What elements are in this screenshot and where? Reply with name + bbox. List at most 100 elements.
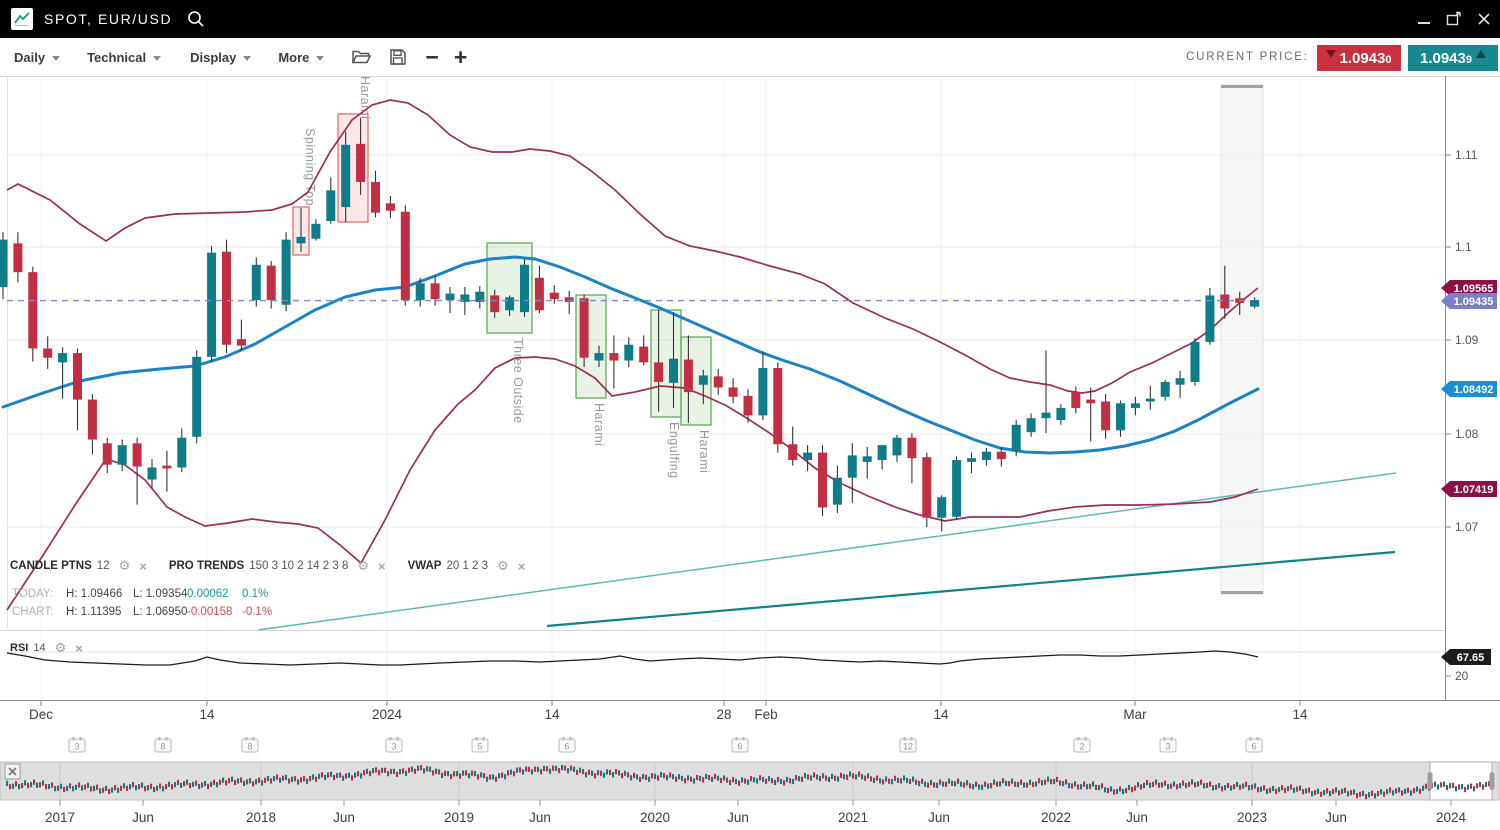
mini-candle [567, 768, 570, 774]
mini-candle [456, 771, 459, 777]
gear-icon[interactable]: ⚙ [357, 558, 370, 573]
title-bar: SPOT, EUR/USD [0, 0, 1500, 38]
main-chart-canvas[interactable]: Spinning Top Harami Three Outside Harami Eng… [0, 76, 1500, 830]
mini-candle [726, 777, 729, 783]
calendar-icon [241, 738, 259, 753]
mini-candle [114, 785, 117, 791]
future-expansion-box [1220, 84, 1264, 595]
mini-candle [1383, 791, 1386, 797]
mini-candle [1482, 784, 1485, 790]
calendar-badge[interactable]: 12 [899, 737, 917, 753]
candle-body [579, 298, 589, 358]
mini-candle [1239, 784, 1242, 790]
mini-candle [1236, 781, 1239, 788]
mini-candle [1080, 784, 1083, 790]
calendar-badge[interactable]: 6 [558, 737, 576, 753]
calendar-icon-ring [1084, 737, 1087, 741]
calendar-badge[interactable]: 5 [471, 737, 489, 753]
mini-candle [720, 777, 723, 784]
mini-candle [1197, 781, 1200, 787]
mini-candle [1038, 778, 1041, 784]
price-tag-current-text: 1.09435 [1454, 296, 1494, 308]
calendar-badge[interactable]: 6 [731, 737, 749, 753]
mini-candle [24, 780, 27, 786]
mini-candle [870, 776, 873, 782]
candle-body [87, 399, 97, 440]
mini-candle [768, 776, 771, 782]
zoom-in-button[interactable]: + [453, 44, 468, 70]
mini-candle [1374, 793, 1377, 799]
calendar-badge[interactable]: 2 [1073, 737, 1091, 753]
buy-price-button[interactable]: 1.0943 9 [1408, 45, 1498, 71]
mini-candle [1215, 784, 1218, 790]
close-icon[interactable]: × [139, 558, 147, 574]
mini-candle [696, 774, 699, 781]
calendar-badge[interactable]: 8 [241, 737, 259, 753]
mini-candle [81, 785, 84, 791]
popout-icon[interactable] [1446, 11, 1462, 27]
minimize-icon[interactable] [1416, 11, 1432, 27]
open-folder-icon[interactable] [351, 48, 372, 66]
rsi-legend: RSI 14 ⚙ × [10, 640, 83, 656]
navigator-close-button[interactable] [4, 763, 21, 780]
y-tick-label: 1.07 [1455, 520, 1479, 534]
mini-candle [555, 765, 558, 772]
mini-candle [453, 771, 456, 777]
mini-candle [414, 768, 417, 774]
calendar-badge-count: 5 [477, 742, 482, 752]
close-icon[interactable]: × [378, 558, 386, 574]
sell-price-button[interactable]: 1.0943 0 [1317, 45, 1401, 71]
menu-more[interactable]: More [278, 50, 325, 65]
mini-candle [1269, 787, 1272, 793]
mini-candle [606, 769, 609, 775]
gear-icon[interactable]: ⚙ [54, 640, 67, 655]
calendar-badge[interactable]: 3 [68, 737, 86, 753]
mini-candle [687, 775, 690, 781]
future-box-bottom-handle[interactable] [1221, 591, 1263, 594]
gear-icon[interactable]: ⚙ [118, 558, 131, 573]
menu-technical[interactable]: Technical [87, 50, 162, 65]
mini-candle [18, 784, 21, 790]
navigator-drag-handle[interactable] [1489, 772, 1495, 790]
navigator-selection-window[interactable] [1429, 761, 1493, 801]
mini-candle [801, 776, 804, 782]
gear-icon[interactable]: ⚙ [497, 558, 509, 573]
mini-candle [1356, 793, 1359, 799]
mini-candle [1278, 787, 1281, 793]
mini-candle [252, 781, 255, 787]
save-icon[interactable] [389, 48, 407, 66]
calendar-badge[interactable]: 8 [154, 737, 172, 753]
menu-display[interactable]: Display [190, 50, 252, 65]
mini-candle [999, 781, 1002, 787]
mini-candle [471, 770, 474, 776]
mini-candle [1284, 787, 1287, 793]
mini-candle [474, 771, 477, 777]
mini-candle [1110, 786, 1113, 792]
calendar-badge[interactable]: 6 [1245, 737, 1263, 753]
mini-candle [1068, 782, 1071, 789]
future-box-top-handle[interactable] [1221, 85, 1263, 88]
mini-candle [1260, 786, 1263, 792]
navigator-drag-handle[interactable] [1427, 772, 1433, 790]
search-icon[interactable] [186, 9, 206, 29]
close-icon[interactable] [1476, 11, 1492, 27]
candles-layer [0, 117, 1260, 532]
mini-candle [1161, 782, 1164, 788]
mini-candle [921, 778, 924, 784]
menu-timeframe-daily[interactable]: Daily [14, 50, 61, 65]
mini-candle [1245, 781, 1248, 787]
calendar-badge[interactable]: 3 [385, 737, 403, 753]
calendar-badge[interactable]: 3 [1159, 737, 1177, 753]
mini-candle [93, 785, 96, 792]
mini-candle [1242, 783, 1245, 789]
mini-candle [1146, 779, 1149, 786]
price-tag-band-high-text: 1.09565 [1454, 283, 1494, 295]
mini-candle [663, 773, 666, 779]
close-icon[interactable]: × [517, 558, 526, 574]
zoom-out-button[interactable]: − [425, 44, 439, 70]
close-icon[interactable]: × [75, 640, 83, 656]
mini-candle [387, 771, 390, 777]
mini-candle [525, 766, 528, 772]
pattern-label: Harami [592, 403, 606, 446]
candle-body [430, 283, 440, 300]
